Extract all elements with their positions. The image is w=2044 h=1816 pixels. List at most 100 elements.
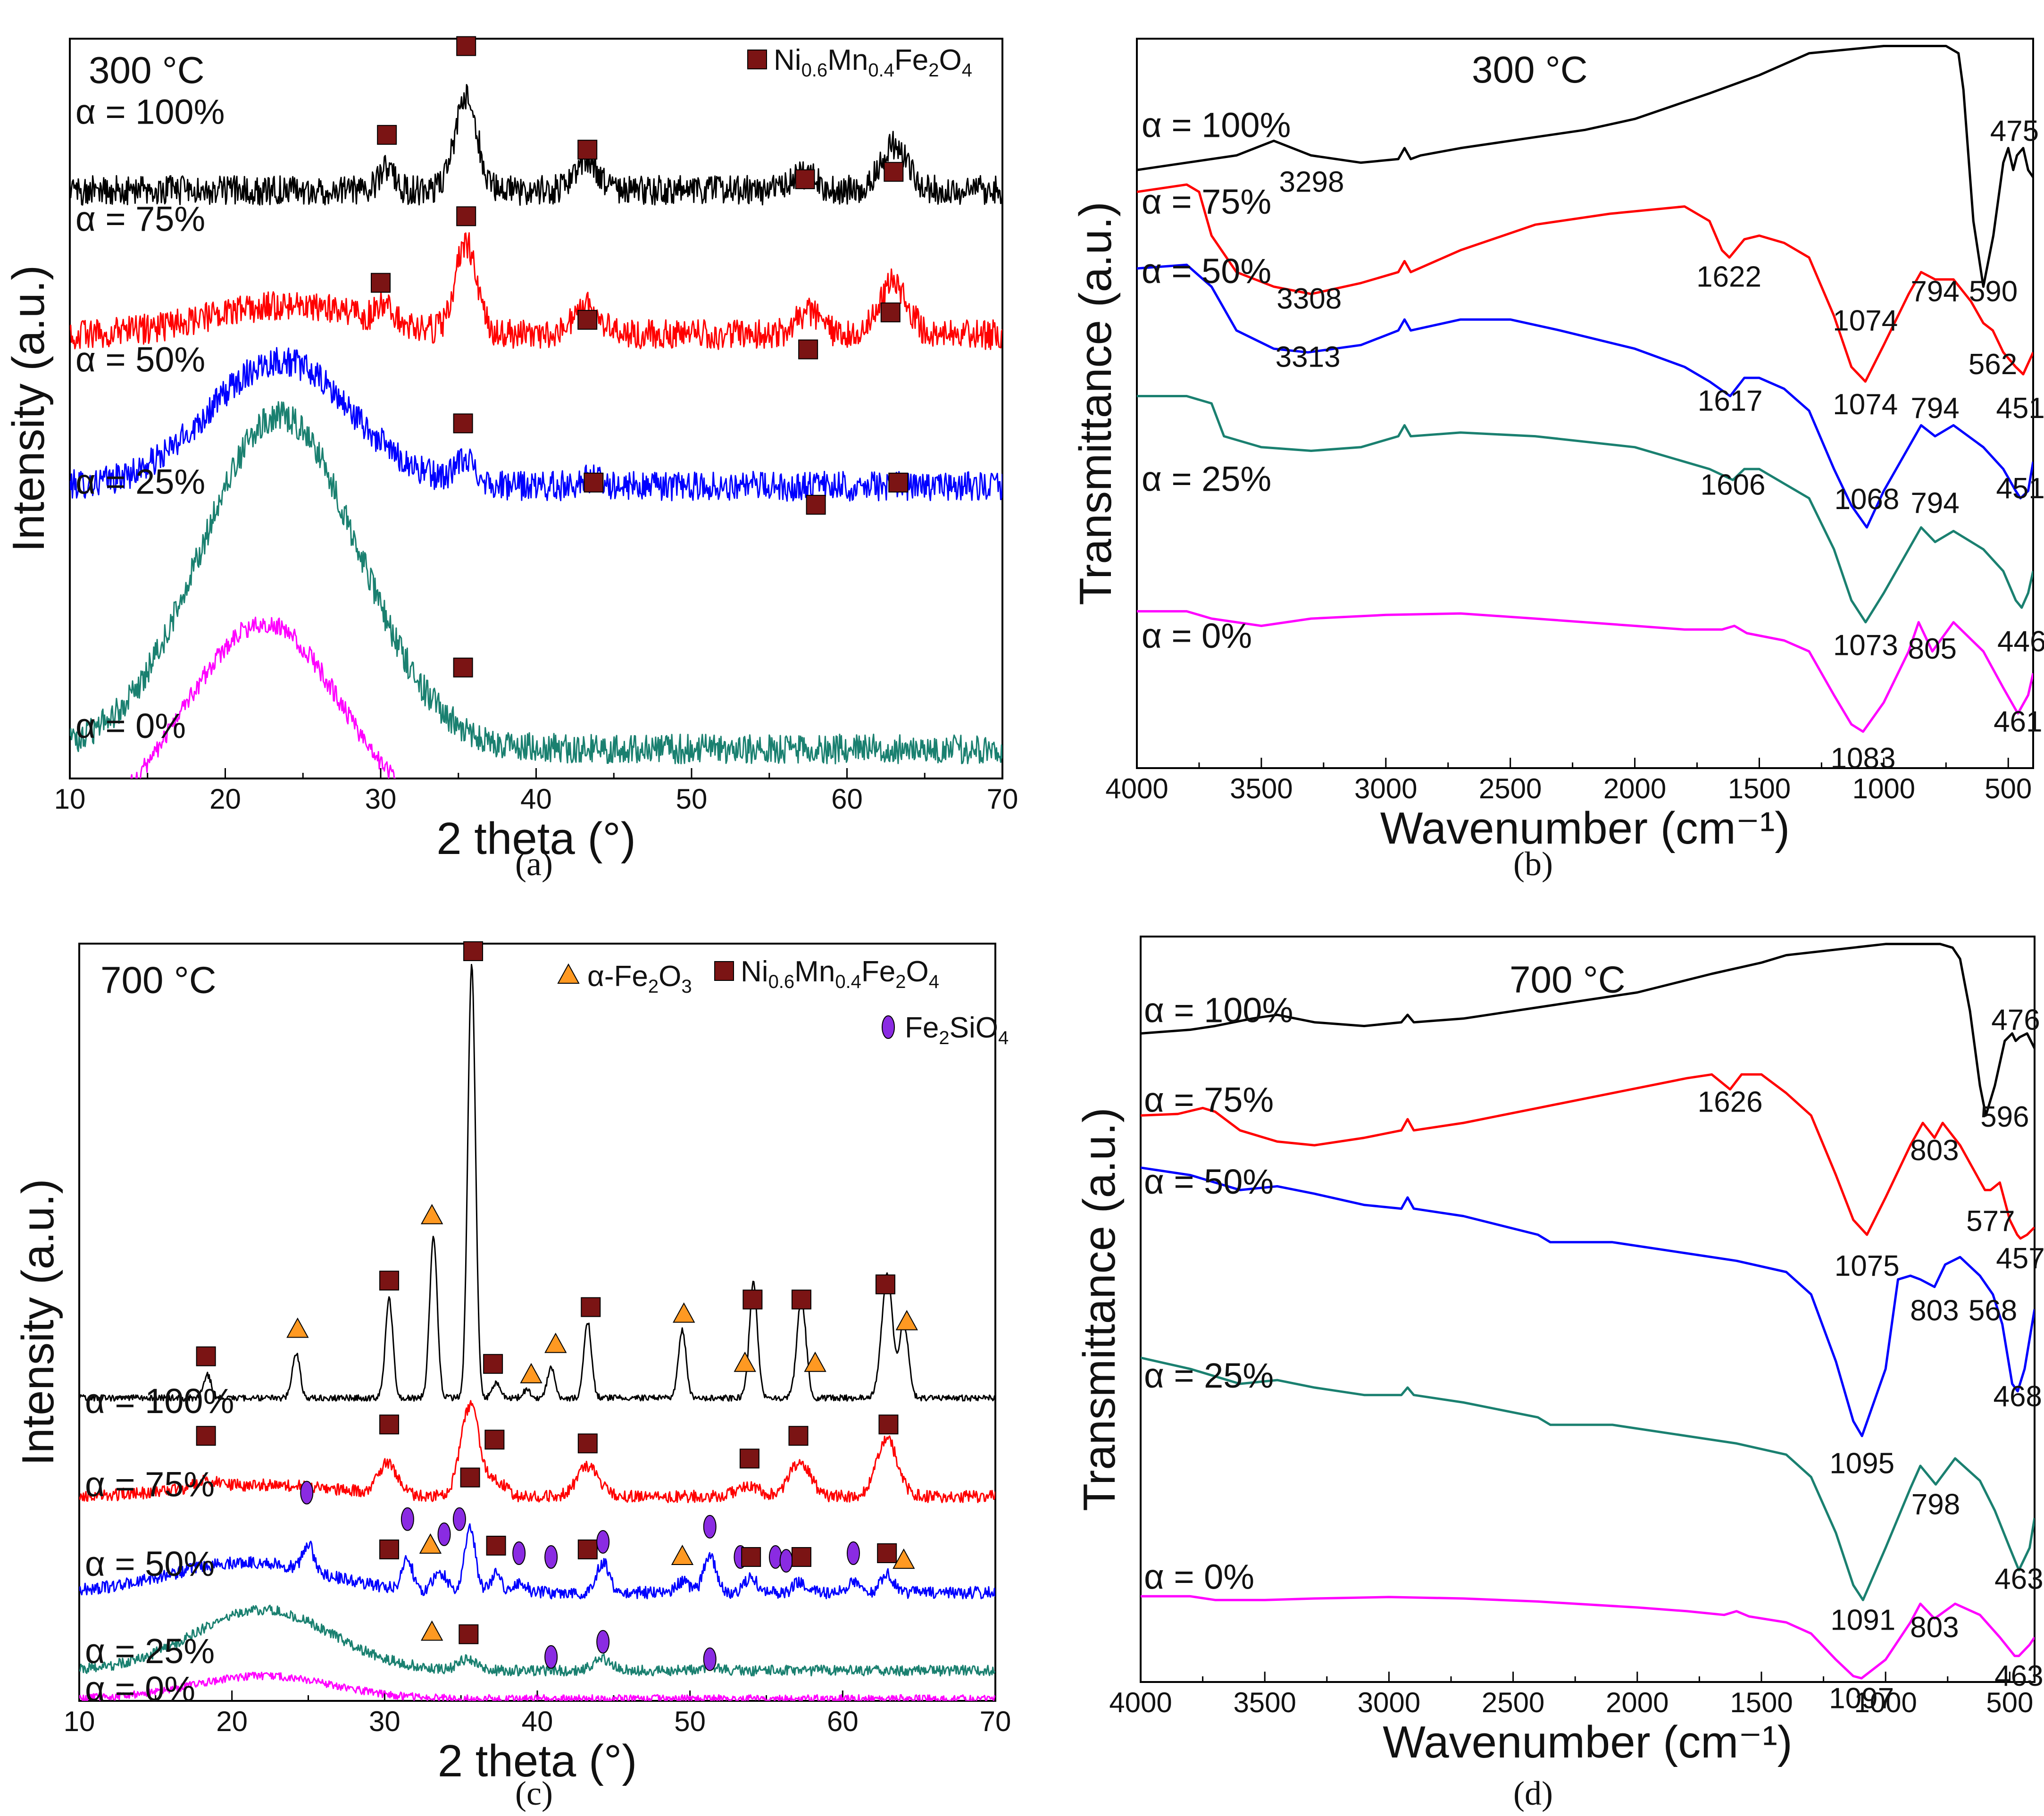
x-tick-label: 40 (522, 1706, 553, 1737)
marker-triangle (419, 1533, 442, 1554)
x-tick-label: 2000 (1606, 1687, 1669, 1718)
peak-label: 1622 (1696, 261, 1761, 293)
x-tick-label: 3000 (1358, 1687, 1420, 1718)
x-tick-label: 70 (980, 1706, 1011, 1737)
series-label: α = 25% (75, 462, 205, 501)
marker-square (453, 657, 473, 678)
series-label: α = 50% (85, 1544, 215, 1583)
marker-triangle (544, 1332, 567, 1353)
marker-square (743, 1289, 763, 1310)
x-tick-label: 30 (369, 1706, 400, 1737)
marker-square (791, 1547, 811, 1567)
marker-square (798, 339, 818, 360)
temperature-label: 300 °C (89, 49, 204, 91)
marker-square (795, 169, 815, 189)
marker-square (484, 1430, 505, 1450)
marker-triangle (804, 1351, 826, 1372)
marker-square (456, 36, 476, 56)
series-label: α = 100% (1144, 991, 1293, 1030)
series-label: α = 25% (1142, 460, 1271, 499)
marker-square (379, 1540, 400, 1559)
marker-ellipse (400, 1507, 414, 1531)
series-label: α = 75% (85, 1465, 215, 1504)
x-tick-label: 4000 (1109, 1687, 1172, 1718)
series-line (1137, 610, 2033, 733)
x-tick-label: 2000 (1603, 773, 1666, 804)
y-axis-title: Intensity (a.u.) (3, 265, 54, 552)
peak-label: 457 (1996, 1242, 2044, 1275)
x-axis-title: Wavenumber (cm⁻¹) (1380, 803, 1790, 854)
x-tick-label: 20 (216, 1706, 248, 1737)
peak-label: 1606 (1701, 469, 1766, 501)
marker-triangle (671, 1544, 694, 1565)
legend-marker (557, 963, 580, 984)
marker-square (878, 1414, 899, 1435)
x-tick-label: 3500 (1230, 773, 1293, 804)
x-tick-label: 40 (520, 783, 552, 815)
x-tick-label: 3000 (1354, 773, 1417, 804)
x-tick-label: 60 (827, 1706, 859, 1737)
peak-label: 1073 (1833, 629, 1898, 661)
caption-d: (d) (1513, 1774, 1553, 1812)
series-label: α = 0% (75, 706, 186, 745)
x-tick-label: 2500 (1482, 1687, 1544, 1718)
series-line (70, 401, 1002, 765)
x-tick-label: 10 (54, 783, 86, 815)
marker-square (880, 302, 901, 323)
marker-ellipse (779, 1549, 793, 1573)
marker-square (453, 413, 473, 434)
series-line (1137, 183, 2033, 383)
y-axis-title: Transmittance (a.u.) (1074, 1107, 1125, 1511)
peak-label: 803 (1910, 1611, 1959, 1644)
marker-square (877, 1543, 897, 1564)
panel-b: 4000 3500 3000 2500 2000 1500 1000 500 Wavenumbe… (1070, 38, 2044, 854)
marker-triangle (420, 1620, 443, 1641)
peak-label: 1075 (1835, 1250, 1900, 1282)
marker-square (456, 206, 476, 226)
series-line (79, 963, 995, 1402)
panel-d: 4000 3500 3000 2500 2000 1500 1000 500 Wavenumbe… (1074, 936, 2044, 1767)
series-line (130, 616, 396, 778)
y-axis-title: Intensity (a.u.) (13, 1179, 63, 1465)
peak-label: 803 (1910, 1295, 1959, 1327)
marker-ellipse (596, 1630, 610, 1654)
peak-label: 3298 (1279, 166, 1344, 199)
series-label: α = 100% (1142, 106, 1291, 145)
series-line (70, 347, 1002, 502)
marker-square (196, 1346, 216, 1366)
series-label: α = 75% (75, 200, 205, 239)
marker-ellipse (596, 1530, 610, 1554)
series-line (70, 232, 1002, 350)
peak-label: 798 (1911, 1489, 1960, 1521)
panel-c: 10 20 30 40 50 60 70 2 theta (°) Intensity (a.u.… (13, 941, 1011, 1786)
peak-label: 1068 (1834, 483, 1899, 516)
x-tick-label: 500 (1986, 1687, 2033, 1718)
series-label: α = 50% (1144, 1162, 1274, 1201)
peak-label: 3313 (1276, 341, 1341, 374)
marker-triangle (673, 1302, 695, 1323)
marker-square (741, 1547, 761, 1567)
marker-square (483, 1354, 503, 1374)
peak-label: 463 (1994, 1563, 2043, 1596)
marker-triangle (420, 1204, 443, 1224)
peak-label: 1095 (1829, 1448, 1894, 1480)
peak-label: 805 (1908, 633, 1957, 665)
marker-square (577, 140, 598, 160)
peak-label: 446 (1997, 626, 2044, 658)
marker-ellipse (437, 1522, 451, 1546)
temperature-label: 300 °C (1472, 49, 1587, 91)
peak-label: 1074 (1833, 388, 1898, 421)
peak-label: 803 (1910, 1134, 1959, 1167)
x-tick-label: 10 (64, 1706, 95, 1737)
x-tick-label: 1500 (1730, 1687, 1793, 1718)
plot-area (70, 84, 1002, 778)
peak-label: 1626 (1698, 1086, 1763, 1118)
marker-square (888, 472, 909, 493)
caption-a: (a) (515, 845, 553, 883)
marker-triangle (734, 1351, 756, 1372)
x-tick-label: 1000 (1852, 773, 1915, 804)
legend-marker (747, 50, 767, 69)
peak-label: 794 (1911, 487, 1959, 519)
series-label: α = 0% (1142, 616, 1252, 655)
